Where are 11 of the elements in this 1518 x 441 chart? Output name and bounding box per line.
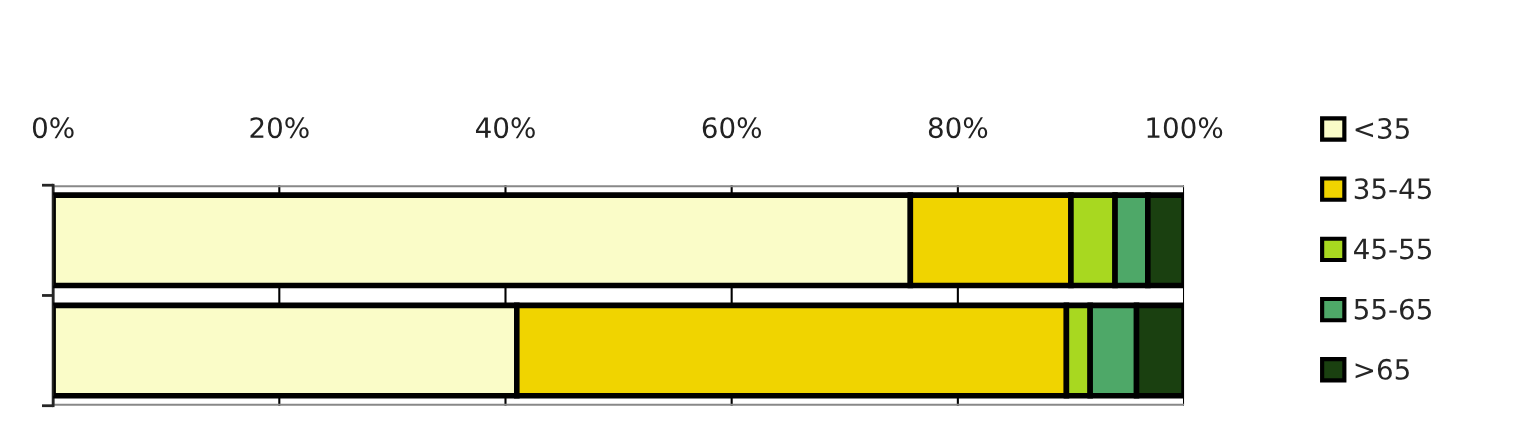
x-tick-label: 20% xyxy=(250,117,309,139)
x-tick-label: 100% xyxy=(1147,117,1223,139)
x-tick-label: 80% xyxy=(928,117,988,139)
legend-label: 45-55 xyxy=(1354,238,1431,260)
legend-label: 35-45 xyxy=(1354,178,1431,200)
legend-label: >65 xyxy=(1355,358,1409,380)
x-tick-label: 40% xyxy=(475,117,535,139)
x-tick-label: 60% xyxy=(702,117,762,139)
x-tick-label: 0% xyxy=(32,117,74,139)
legend-label: 55-65 xyxy=(1354,298,1431,320)
legend-label: <35 xyxy=(1355,117,1409,139)
